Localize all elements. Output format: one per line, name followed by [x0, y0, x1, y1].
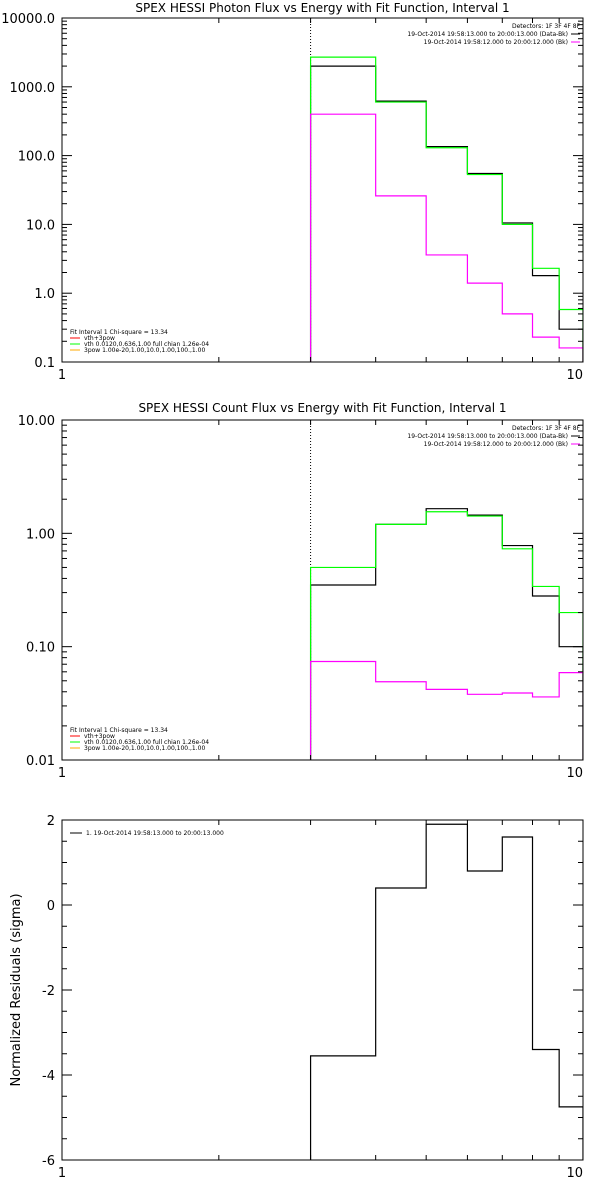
y-tick-label: -6 [42, 1154, 55, 1169]
legend-label: 1. 19-Oct-2014 19:58:13.000 to 20:00:13.… [86, 830, 224, 837]
legend-header: Detectors: 1F 3F 4F 8F [512, 23, 581, 30]
plot-frame [61, 419, 584, 761]
legend-fit: Fit Interval 1 Chi-square = 13.34vth+3po… [70, 329, 209, 354]
legend-header: Fit Interval 1 Chi-square = 13.34 [70, 329, 168, 336]
x-tick-label: 10 [566, 1166, 583, 1181]
chart-title: SPEX HESSI Photon Flux vs Energy with Fi… [135, 1, 509, 15]
series-line-1 [309, 65, 583, 362]
legend-label: 3pow 1.00e-20,1.00,10.0,1.00,100.,1.00 [84, 347, 205, 354]
y-tick-label: 10000.0 [1, 12, 55, 27]
legend-fit: Fit Interval 1 Chi-square = 13.34vth+3po… [70, 727, 209, 752]
chart-panel-2: SPEX HESSI Count Flux vs Energy with Fit… [18, 401, 584, 781]
y-tick-label: 10.0 [26, 218, 55, 233]
y-tick-label: 0.01 [26, 754, 55, 769]
y-tick-label: 1.0 [34, 287, 55, 302]
y-tick-label: -4 [42, 1069, 55, 1084]
y-tick-label: 100.0 [18, 150, 55, 165]
chart-panel-1: SPEX HESSI Photon Flux vs Energy with Fi… [1, 1, 584, 383]
x-tick-label: 1 [58, 368, 66, 383]
legend-label: vth+3pow [84, 733, 115, 740]
y-tick-label: -2 [42, 984, 55, 999]
y-tick-label: 0.1 [34, 356, 55, 371]
y-tick-label: 0.10 [26, 641, 55, 656]
y-axis-label: Normalized Residuals (sigma) [9, 893, 24, 1086]
chart-title: SPEX HESSI Count Flux vs Energy with Fit… [138, 401, 506, 415]
y-tick-label: 0 [47, 899, 55, 914]
chart-panel-3: 1 10 -6 -4 -2 0 2 Normalized Residuals (sigma) 1… [9, 814, 584, 1181]
y-tick-label: 1000.0 [10, 81, 56, 96]
legend-label: 19-Oct-2014 19:58:13.000 to 20:00:13.000… [407, 31, 568, 38]
plot-frame [61, 17, 584, 363]
x-tick-label: 10 [566, 766, 583, 781]
legend-header: Detectors: 1F 3F 4F 8F [512, 425, 581, 432]
legend-label: 3pow 1.00e-20,1.00,10.0,1.00,100.,1.00 [84, 745, 205, 752]
y-tick-label: 1.00 [26, 527, 55, 542]
series-line-2 [309, 56, 583, 362]
legend-header: Fit Interval 1 Chi-square = 13.34 [70, 727, 168, 734]
legend-label: vth 0.0120,0.636,1.00 full chian 1.26e-0… [84, 739, 209, 746]
y-tick-label: 10.00 [18, 414, 55, 429]
legend-label: 19-Oct-2014 19:58:13.000 to 20:00:13.000… [407, 433, 568, 440]
series-line-3 [309, 660, 583, 760]
legend-label: vth 0.0120,0.636,1.00 full chian 1.26e-0… [84, 341, 209, 348]
y-tick-label: 2 [47, 814, 55, 829]
legend-top: 1. 19-Oct-2014 19:58:13.000 to 20:00:13.… [70, 830, 224, 837]
x-tick-label: 1 [58, 1166, 66, 1181]
series-line-2 [309, 511, 583, 760]
x-tick-label: 10 [566, 368, 583, 383]
legend-label: 19-Oct-2014 19:58:12.000 to 20:00:12.000… [424, 441, 568, 448]
series-line-3 [309, 113, 583, 362]
x-tick-label: 1 [58, 766, 66, 781]
series-line-1 [309, 823, 583, 1160]
series-line-1 [309, 508, 583, 760]
plot-frame [61, 819, 584, 1161]
legend-label: 19-Oct-2014 19:58:12.000 to 20:00:12.000… [424, 39, 568, 46]
legend-label: vth+3pow [84, 335, 115, 342]
